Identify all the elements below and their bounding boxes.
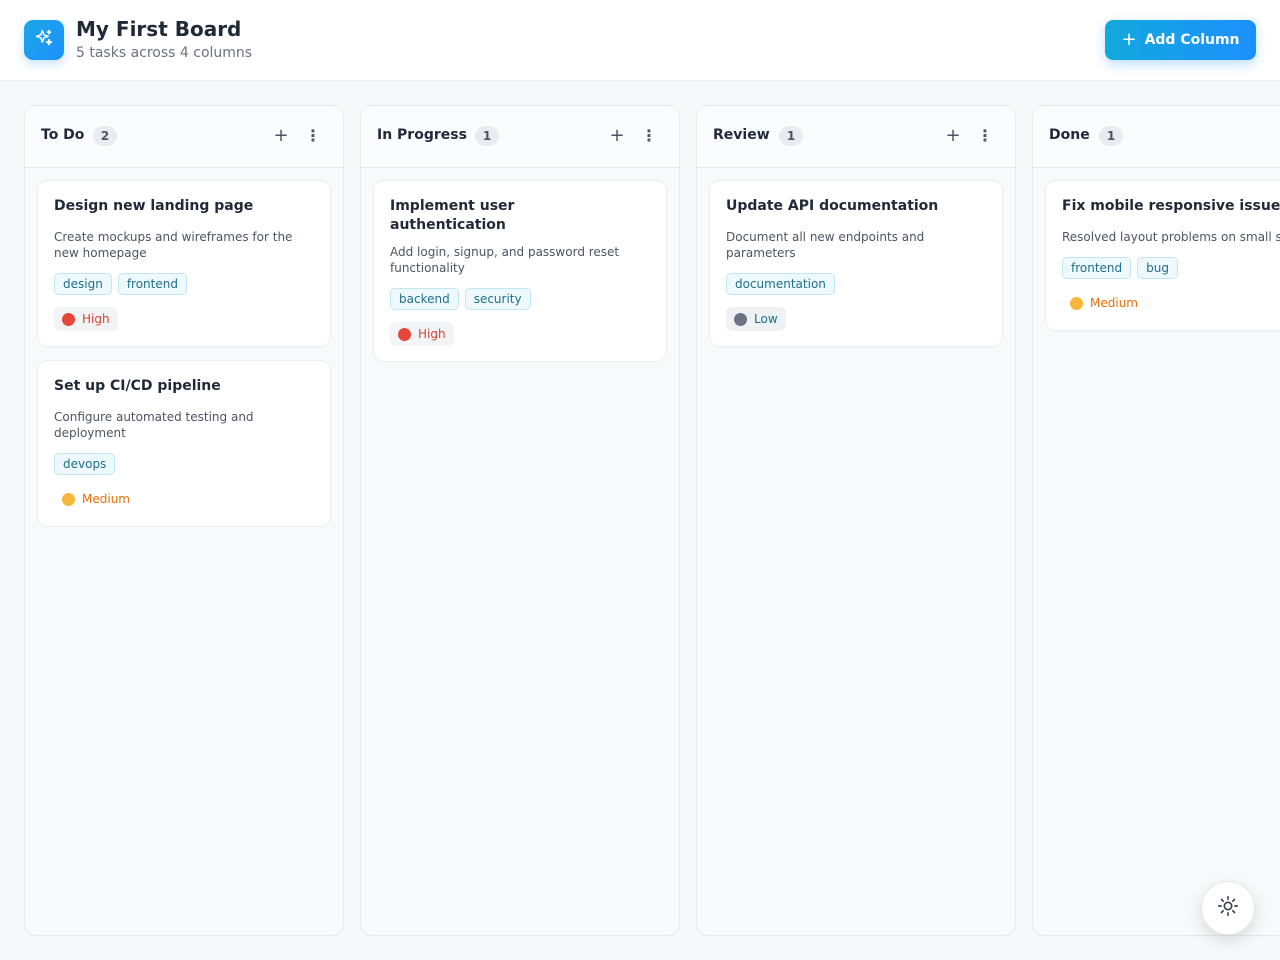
- column-title: Review: [713, 127, 770, 143]
- card-description: Document all new endpoints and parameter…: [726, 230, 925, 260]
- board-logo: [24, 20, 64, 60]
- tag: bug: [1137, 257, 1178, 279]
- column-count-badge: 1: [1099, 126, 1123, 146]
- column-menu-button[interactable]: ⋮: [975, 124, 995, 148]
- board-header: My First Board 5 tasks across 4 columns …: [0, 0, 1280, 81]
- add-card-button[interactable]: +: [271, 124, 291, 148]
- card-title: Set up CI/CD pipeline: [54, 378, 221, 394]
- tag: security: [464, 288, 531, 310]
- card-tags: documentation: [726, 273, 835, 295]
- column-header: Review 1 + ⋮: [697, 106, 1015, 168]
- task-card[interactable]: Fix mobile responsive issue Resolved lay…: [1045, 180, 1280, 331]
- column-menu-button[interactable]: ⋮: [303, 124, 323, 148]
- task-card[interactable]: Set up CI/CD pipeline Configure automate…: [37, 360, 331, 527]
- plus-icon: +: [945, 125, 961, 146]
- task-card[interactable]: Design new landing page Create mockups a…: [37, 180, 331, 347]
- priority-badge: Medium: [54, 487, 138, 511]
- plus-icon: +: [609, 125, 625, 146]
- card-description: Resolved layout problems on small s: [1062, 230, 1280, 244]
- board-title: My First Board: [76, 17, 242, 41]
- priority-medium-icon: [1070, 296, 1083, 310]
- more-vertical-icon: ⋮: [977, 126, 993, 145]
- priority-badge: Low: [726, 307, 786, 331]
- column-header: To Do 2 + ⋮: [25, 106, 343, 168]
- card-tags: backend security: [390, 288, 531, 310]
- add-card-button[interactable]: +: [607, 124, 627, 148]
- column-header: In Progress 1 + ⋮: [361, 106, 679, 168]
- column-count-badge: 1: [475, 126, 499, 146]
- column-title: Done: [1049, 127, 1090, 143]
- sparkle-icon: [34, 28, 54, 52]
- priority-label: Medium: [82, 492, 130, 506]
- tag: devops: [54, 453, 116, 475]
- card-description: Configure automated testing and deployme…: [54, 410, 254, 440]
- column-title: To Do: [41, 127, 85, 143]
- sun-icon: [1217, 895, 1239, 921]
- add-column-button[interactable]: + Add Column: [1105, 20, 1256, 60]
- card-title: Update API documentation: [726, 198, 939, 214]
- card-title: Implement user authentication: [390, 198, 515, 233]
- tag: documentation: [726, 273, 835, 295]
- card-tags: frontend bug: [1062, 257, 1178, 279]
- priority-badge: High: [390, 322, 454, 346]
- tag: frontend: [117, 273, 187, 295]
- add-card-button[interactable]: +: [943, 124, 963, 148]
- column-title: In Progress: [377, 127, 467, 143]
- card-title: Fix mobile responsive issue: [1062, 198, 1280, 214]
- card-tags: devops: [54, 453, 116, 475]
- theme-toggle-button[interactable]: [1201, 881, 1255, 935]
- column-review: Review 1 + ⋮ Update API documentation Do…: [696, 105, 1016, 936]
- column-count-badge: 1: [779, 126, 803, 146]
- priority-label: High: [82, 312, 110, 326]
- tag: design: [54, 273, 112, 295]
- more-vertical-icon: ⋮: [641, 126, 657, 145]
- priority-high-icon: [62, 312, 75, 326]
- priority-label: Medium: [1090, 296, 1138, 310]
- board-subtitle: 5 tasks across 4 columns: [76, 45, 253, 61]
- add-column-label: Add Column: [1144, 32, 1240, 48]
- task-card[interactable]: Implement user authentication Add login,…: [373, 180, 667, 362]
- column-count-badge: 2: [93, 126, 117, 146]
- column-done: Done 1 Fix mobile responsive issue Resol…: [1032, 105, 1280, 936]
- column-header: Done 1: [1033, 106, 1280, 168]
- column-to-do: To Do 2 + ⋮ Design new landing page Crea…: [24, 105, 344, 936]
- column-in-progress: In Progress 1 + ⋮ Implement user authent…: [360, 105, 680, 936]
- tag: frontend: [1062, 257, 1132, 279]
- card-description: Create mockups and wireframes for the ne…: [54, 230, 293, 260]
- priority-label: Low: [754, 312, 778, 326]
- priority-medium-icon: [62, 492, 75, 506]
- task-card[interactable]: Update API documentation Document all ne…: [709, 180, 1003, 347]
- card-description: Add login, signup, and password reset fu…: [390, 245, 620, 275]
- plus-icon: +: [273, 125, 289, 146]
- more-vertical-icon: ⋮: [305, 126, 321, 145]
- priority-badge: Medium: [1062, 291, 1146, 315]
- priority-label: High: [418, 327, 446, 341]
- priority-badge: High: [54, 307, 118, 331]
- priority-low-icon: [734, 312, 747, 326]
- tag: backend: [390, 288, 459, 310]
- column-menu-button[interactable]: ⋮: [639, 124, 659, 148]
- plus-icon: +: [1121, 29, 1137, 50]
- priority-high-icon: [398, 327, 411, 341]
- card-title: Design new landing page: [54, 198, 254, 214]
- card-tags: design frontend: [54, 273, 187, 295]
